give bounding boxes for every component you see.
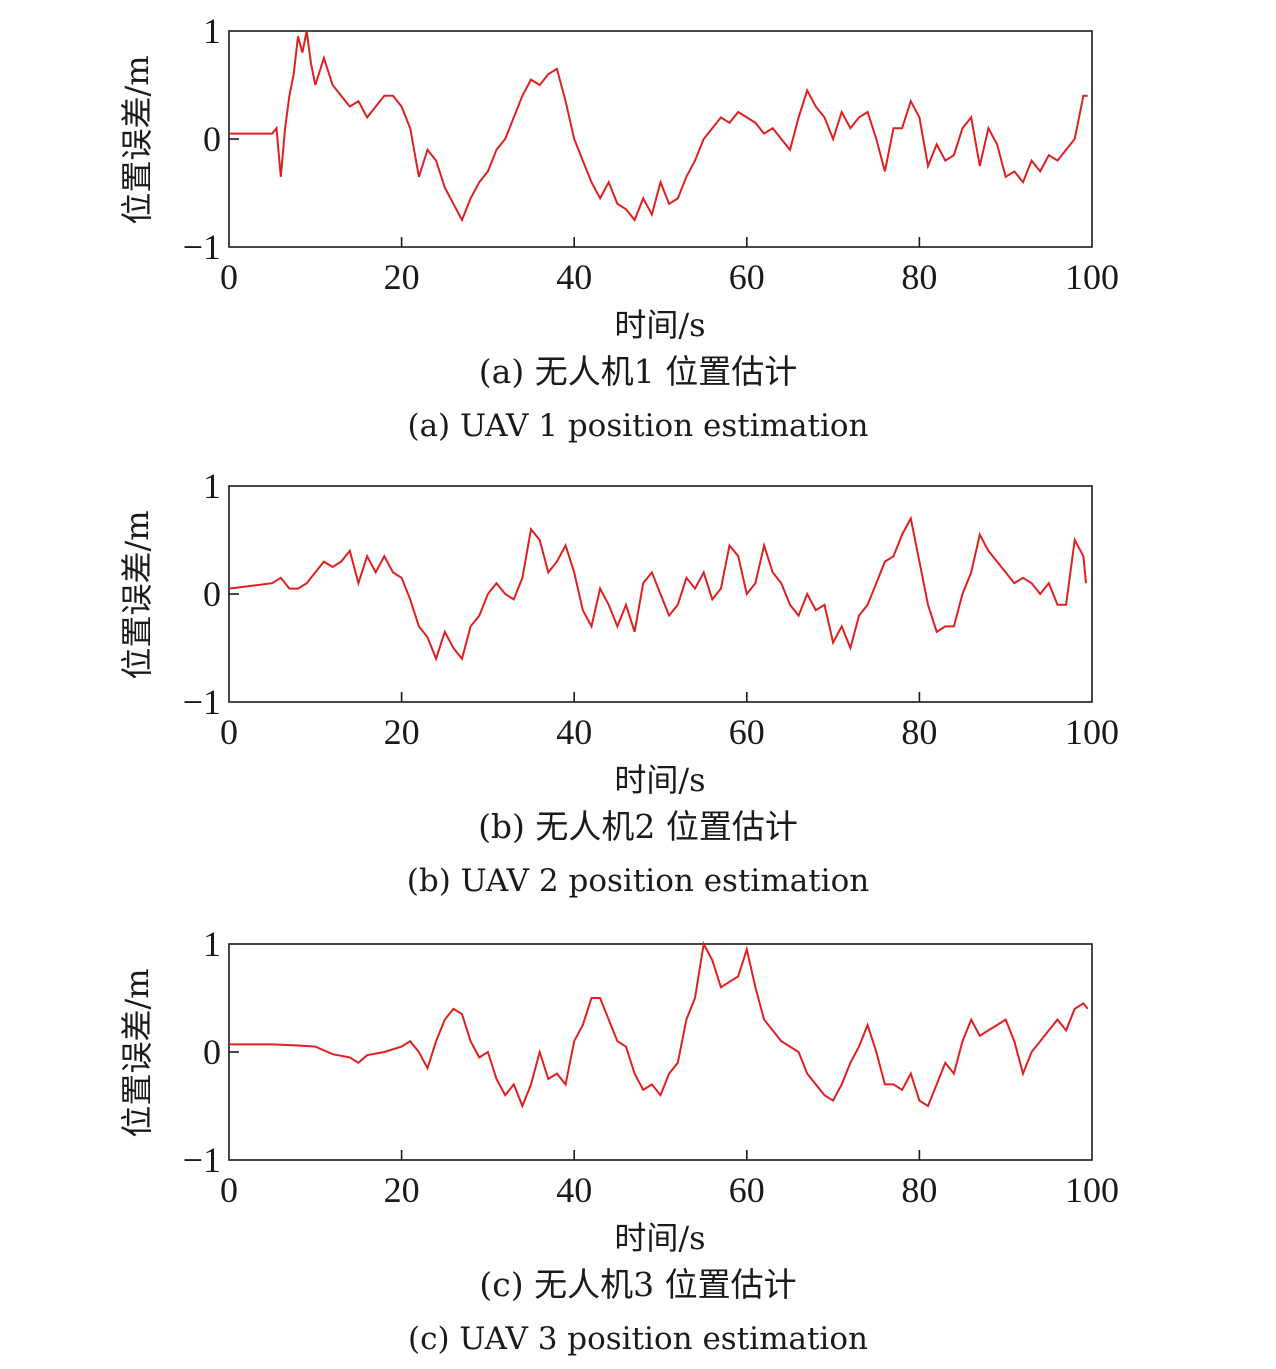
x-ticks: 0 20 40 60 80 100 [220,692,1119,752]
chart-b: 0 20 40 60 80 100 10−1 时间/s 位置误差/m [118,466,1119,799]
panel-c: 0 20 40 60 80 100 1 0 −1 时间/s 位置误差/m (c) 无人机3 位… [0,913,1276,1369]
panel-b: 0 20 40 60 80 100 1 0 −1 时间/s 位置误差/m (b) 无人机2 位… [0,455,1276,911]
x-tick-label: 40 [556,257,592,297]
x-axis-label: 时间/s [614,1219,705,1257]
y-ticks: 1 0 −1 [183,924,239,1180]
y-tick-label: 0 [203,574,221,614]
plot-frame [228,30,1093,248]
x-tick-label: 100 [1065,712,1119,752]
x-ticks: 0 20 40 60 80 100 [220,237,1119,297]
y-tick-label: 1 [203,11,221,51]
panel-caption-en: (c) UAV 3 position estimation [408,1321,868,1357]
x-tick-label: 20 [384,712,420,752]
y-ticks: 1 0 −1 [183,11,239,267]
y-axis-label: 位置误差/m [118,968,156,1137]
y-tick-label: 1 [203,466,221,506]
panel-caption-en: (a) UAV 1 position estimation [407,408,869,444]
y-tick-label: −1 [183,1140,221,1180]
x-tick-label: 0 [220,1170,238,1210]
x-tick-label: 60 [729,712,765,752]
panel-caption-cn: (a) 无人机1 位置估计 [478,352,798,391]
plot-frame [228,943,1093,1161]
y-tick-label: −1 [183,227,221,267]
chart-c: 0 20 40 60 80 100 10−1 时间/s 位置误差/m [118,924,1119,1257]
panel-a: 0 20 40 60 80 100 1 0 −1 时间/s 位置误差/m (a) 无人机1 位… [0,0,1276,456]
series-line [229,30,1088,223]
y-ticks: 1 0 −1 [183,466,239,722]
panel-caption-en: (b) UAV 2 position estimation [406,863,870,899]
x-tick-label: 40 [556,1170,592,1210]
y-axis-label: 位置误差/m [118,510,156,679]
y-tick-label: −1 [183,682,221,722]
x-tick-label: 0 [220,257,238,297]
x-axis-label: 时间/s [614,761,705,799]
x-tick-label: 100 [1065,1170,1119,1210]
series-line [229,940,1089,1109]
x-tick-label: 80 [901,257,937,297]
series-line [228,515,1087,662]
chart-a: 0 20 40 60 80 100 10−1 时间/s 位置误差/m [118,11,1119,344]
x-axis-label: 时间/s [614,306,705,344]
x-tick-label: 40 [556,712,592,752]
x-tick-label: 100 [1065,257,1119,297]
y-tick-label: 1 [203,924,221,964]
y-tick-label: 0 [203,119,221,159]
y-axis-label: 位置误差/m [118,55,156,224]
x-tick-label: 60 [729,257,765,297]
x-ticks: 0 20 40 60 80 100 [220,1150,1119,1210]
panel-caption-cn: (c) 无人机3 位置估计 [479,1265,797,1304]
x-tick-label: 20 [384,257,420,297]
x-tick-label: 60 [729,1170,765,1210]
x-tick-label: 80 [901,712,937,752]
x-tick-label: 80 [901,1170,937,1210]
x-tick-label: 0 [220,712,238,752]
panel-caption-cn: (b) 无人机2 位置估计 [478,807,798,846]
y-tick-label: 0 [203,1032,221,1072]
x-tick-label: 20 [384,1170,420,1210]
